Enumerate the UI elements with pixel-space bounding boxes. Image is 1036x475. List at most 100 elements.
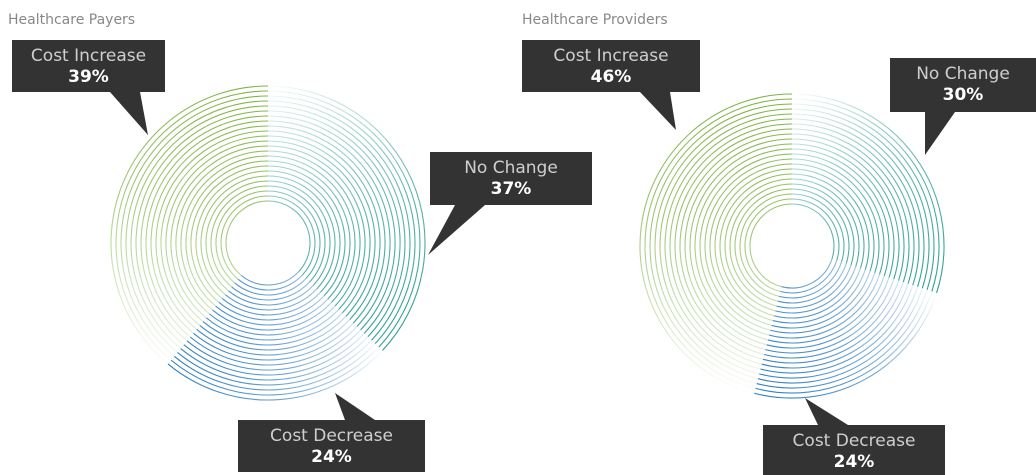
slice-label: Cost Decrease	[793, 431, 916, 451]
slice-ring	[267, 185, 326, 283]
slice-ring	[267, 85, 426, 351]
slice-ring	[734, 188, 793, 302]
slice-ring	[209, 305, 336, 336]
slice-ring	[175, 150, 269, 315]
slice-ring	[115, 90, 269, 361]
pie-slice	[754, 258, 938, 399]
slice-value-label: 37%	[491, 179, 532, 199]
callout-pointer	[335, 393, 375, 420]
slice-ring	[714, 168, 793, 322]
slice-ring	[791, 188, 850, 264]
slice-label: No Change	[916, 64, 1010, 84]
slice-ring	[764, 280, 900, 359]
slice-ring	[791, 103, 935, 291]
slice-ring	[267, 110, 401, 334]
callout-box	[430, 152, 592, 205]
callout-pointer	[640, 92, 676, 130]
slice-ring	[267, 195, 316, 276]
slice-ring	[183, 332, 365, 376]
slice-ring	[205, 180, 269, 292]
slice-label: No Change	[464, 158, 558, 178]
slice-ring	[724, 178, 793, 312]
slice-ring	[267, 130, 381, 321]
slice-ring	[267, 125, 386, 324]
slice-ring	[659, 113, 793, 375]
slice-ring	[791, 133, 905, 281]
slice-ring	[180, 336, 369, 381]
slice-ring	[739, 193, 793, 297]
slice-ring	[754, 292, 938, 399]
slice-ring	[773, 268, 861, 319]
slice-ring	[765, 278, 895, 354]
slice-ring	[776, 264, 852, 309]
slice-ring	[772, 269, 866, 324]
slice-ring	[170, 145, 269, 319]
slice-ring	[791, 163, 875, 272]
slice-ring	[649, 103, 793, 385]
slice-ring	[756, 289, 928, 389]
slice-ring	[135, 110, 269, 346]
slice-ring	[791, 203, 835, 260]
slice-value-label: 39%	[68, 67, 109, 87]
slice-ring	[791, 108, 930, 289]
slice-ring	[195, 170, 269, 299]
slice-ring	[186, 329, 361, 371]
slice-ring	[125, 100, 269, 353]
callout-box	[12, 40, 165, 92]
slice-ring	[679, 133, 793, 356]
slice-ring	[170, 346, 380, 396]
slice-ring	[267, 135, 376, 317]
slice-value-label: 30%	[943, 85, 984, 105]
slice-ring	[160, 135, 269, 326]
slice-ring	[654, 108, 793, 380]
slice-ring	[215, 190, 269, 284]
slice-ring	[225, 200, 269, 276]
slice-ring	[210, 185, 269, 288]
slice-ring	[770, 272, 876, 334]
slice-ring	[791, 173, 865, 269]
slice-ring	[755, 291, 933, 394]
slice-ring	[791, 183, 855, 266]
slice-ring	[780, 260, 838, 294]
pie-slice	[167, 271, 383, 401]
slice-ring	[791, 138, 900, 280]
slice-ring	[130, 105, 269, 349]
slice-ring	[180, 155, 269, 311]
callout-pointer	[925, 112, 955, 155]
slice-ring	[267, 160, 351, 300]
slice-ring	[155, 130, 269, 330]
slice-ring	[767, 275, 885, 344]
slice-ring	[220, 195, 269, 280]
slice-ring	[791, 148, 890, 277]
slice-ring	[744, 198, 793, 293]
slice-ring	[669, 123, 793, 365]
slice-ring	[775, 266, 857, 314]
slice-ring	[231, 281, 310, 301]
slice-ring	[267, 175, 336, 290]
callout-pointer	[805, 398, 848, 425]
slice-ring	[185, 160, 269, 307]
slice-ring	[791, 118, 920, 286]
slice-ring	[202, 312, 343, 346]
slice-ring	[729, 183, 793, 307]
slice-value-label: 24%	[834, 452, 875, 472]
slice-ring	[689, 143, 793, 346]
pie-slice	[639, 93, 793, 394]
slice-ring	[221, 291, 321, 316]
slice-ring	[212, 302, 332, 331]
slice-ring	[674, 128, 793, 360]
slice-ring	[224, 288, 318, 311]
slice-ring	[234, 278, 307, 296]
slice-ring	[644, 98, 793, 389]
slice-label: Cost Decrease	[270, 426, 393, 446]
slice-ring	[196, 319, 351, 356]
slice-ring	[267, 180, 331, 286]
pie-slice	[110, 85, 269, 365]
slice-ring	[699, 153, 793, 336]
slice-ring	[759, 286, 919, 379]
callout-box	[890, 58, 1036, 112]
slice-ring	[771, 271, 871, 329]
slice-ring	[778, 261, 842, 299]
slice-ring	[791, 153, 885, 275]
